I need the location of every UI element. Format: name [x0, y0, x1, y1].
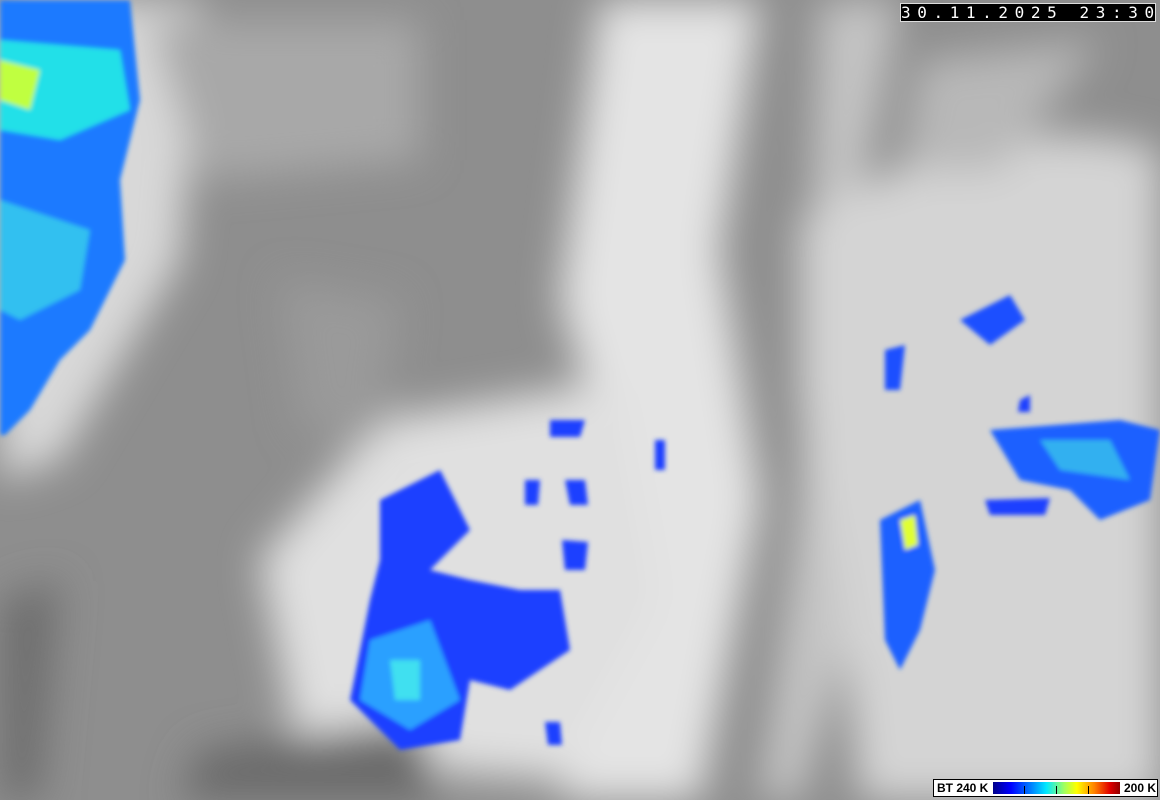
colorbar-legend: BT 240 K 200 K — [933, 779, 1158, 797]
cold-cloud-tops — [0, 0, 1160, 750]
colorbar-label-min: BT 240 K — [937, 781, 989, 795]
colorbar-gradient — [993, 782, 1120, 794]
colorbar-label-max: 200 K — [1124, 781, 1157, 795]
timestamp-label: 30.11.2025 23:30 — [900, 3, 1160, 22]
